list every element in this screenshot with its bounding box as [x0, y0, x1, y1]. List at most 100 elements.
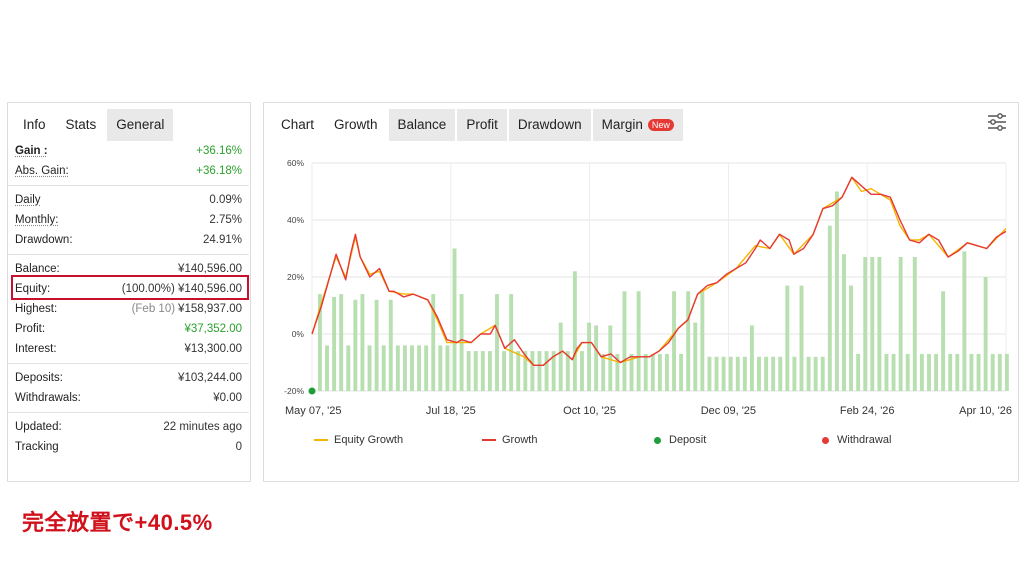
- chart-panel: Chart Growth Balance Profit Drawdown Mar…: [263, 102, 1019, 482]
- chart-bar: [884, 353, 889, 391]
- equity-value: (100.00%) ¥140,596.00: [121, 283, 242, 295]
- highest-row: Highest: (Feb 10) ¥158,937.00: [15, 299, 242, 319]
- chart-bar: [749, 325, 754, 391]
- tab-general[interactable]: General: [107, 109, 174, 141]
- deposits-row: Deposits: ¥103,244.00: [15, 368, 242, 388]
- gain-value: +36.16%: [196, 145, 242, 157]
- updated-value: 22 minutes ago: [163, 421, 242, 433]
- chart-bar: [686, 291, 691, 391]
- highest-date: (Feb 10): [131, 303, 176, 315]
- chart-bar: [332, 296, 337, 391]
- abs-gain-label[interactable]: Abs. Gain:: [15, 165, 69, 177]
- x-tick-label: Apr 10, '26: [959, 405, 1012, 417]
- x-tick-label: Dec 09, '25: [701, 405, 756, 417]
- chart-bar: [629, 353, 634, 391]
- sliders-icon[interactable]: [986, 111, 1008, 133]
- chart-bar: [721, 356, 726, 391]
- chart-bar: [551, 351, 556, 391]
- chart-bar: [842, 254, 846, 391]
- tab-chart[interactable]: Chart: [281, 117, 315, 132]
- chart-bar: [665, 353, 669, 391]
- chart-bar: [757, 356, 761, 391]
- chart-bar: [870, 257, 875, 391]
- daily-value: 0.09%: [209, 194, 242, 206]
- deposit-marker: [308, 387, 316, 395]
- legend-label: Withdrawal: [837, 434, 892, 446]
- chart-bar: [353, 299, 358, 391]
- new-badge: New: [647, 119, 674, 131]
- chart-bar: [742, 356, 747, 391]
- divider: [8, 363, 249, 364]
- chart-bar: [877, 257, 882, 391]
- legend-deposit[interactable]: Deposit: [654, 434, 706, 446]
- daily-row: Daily 0.09%: [15, 190, 242, 210]
- chart-bar: [325, 345, 329, 391]
- chart-bar: [962, 251, 967, 391]
- withdrawals-label: Withdrawals:: [15, 392, 81, 404]
- chart-bar: [572, 271, 577, 391]
- chart-bar: [530, 351, 535, 391]
- drawdown-row: Drawdown: 24.91%: [15, 230, 242, 250]
- chart-bar: [955, 353, 960, 391]
- tab-balance[interactable]: Balance: [388, 109, 456, 141]
- tracking-row: Tracking 0: [15, 437, 242, 457]
- x-tick-label: Feb 24, '26: [840, 405, 895, 417]
- chart-bar: [438, 345, 443, 391]
- daily-label[interactable]: Daily: [15, 194, 41, 206]
- chart-bar: [919, 353, 924, 391]
- tab-stats[interactable]: Stats: [56, 109, 106, 141]
- abs-gain-value: +36.18%: [196, 165, 242, 177]
- withdrawals-row: Withdrawals: ¥0.00: [15, 388, 242, 408]
- y-tick-label: 60%: [287, 158, 304, 168]
- drawdown-label: Drawdown:: [15, 234, 73, 246]
- chart-bar: [976, 353, 981, 391]
- y-tick-label: 20%: [287, 272, 304, 282]
- tab-info[interactable]: Info: [23, 117, 46, 132]
- chart-bar: [672, 291, 676, 391]
- chart-bar: [431, 294, 436, 391]
- chart-bar: [912, 257, 917, 391]
- tab-margin[interactable]: Margin New: [592, 109, 683, 141]
- tab-drawdown[interactable]: Drawdown: [508, 109, 591, 141]
- deposits-value: ¥103,244.00: [178, 372, 242, 384]
- tab-profit[interactable]: Profit: [457, 109, 507, 141]
- chart-bar: [728, 356, 733, 391]
- chart-bar: [849, 285, 854, 391]
- legend-swatch: [654, 436, 661, 444]
- legend-withdrawal[interactable]: Withdrawal: [822, 434, 891, 446]
- chart-bar: [608, 325, 613, 391]
- chart-bar: [544, 351, 549, 391]
- chart-bar: [827, 225, 832, 391]
- chart-bar: [714, 356, 719, 391]
- tracking-label: Tracking: [15, 441, 59, 453]
- growth-chart: 60% 40% 20% 0% -20% May 07, '25 Jul 18, '25 Oct…: [284, 158, 1012, 417]
- legend-equity-growth[interactable]: Equity Growth: [314, 434, 403, 446]
- balance-highlight-box: [11, 275, 249, 300]
- chart-bar: [395, 345, 400, 391]
- chart-bar: [402, 345, 407, 391]
- chart-bar: [927, 353, 931, 391]
- chart-bar: [905, 353, 910, 391]
- gain-row: Gain : +36.16%: [15, 141, 242, 161]
- chart-tabs: Chart Growth Balance Profit Drawdown Mar…: [270, 105, 683, 141]
- chart-bar: [941, 291, 946, 391]
- balance-label: Balance:: [15, 263, 60, 275]
- legend-growth[interactable]: Growth: [482, 434, 537, 446]
- interest-row: Interest: ¥13,300.00: [15, 339, 242, 359]
- chart-bar: [813, 356, 818, 391]
- legend-label: Growth: [502, 434, 538, 446]
- gain-label[interactable]: Gain :: [15, 145, 48, 157]
- tab-growth[interactable]: Growth: [325, 109, 387, 141]
- legend-swatch: [314, 439, 328, 441]
- chart-bar: [339, 294, 344, 391]
- chart-bar: [558, 322, 563, 391]
- chart-bar: [346, 345, 351, 391]
- chart-bar: [381, 345, 386, 391]
- chart-bar: [360, 294, 365, 391]
- chart-bar: [771, 356, 776, 391]
- chart-bar: [792, 356, 797, 391]
- chart-bar: [565, 351, 570, 391]
- chart-bar: [863, 257, 868, 391]
- chart-bar: [487, 351, 492, 391]
- monthly-label[interactable]: Monthly:: [15, 214, 59, 226]
